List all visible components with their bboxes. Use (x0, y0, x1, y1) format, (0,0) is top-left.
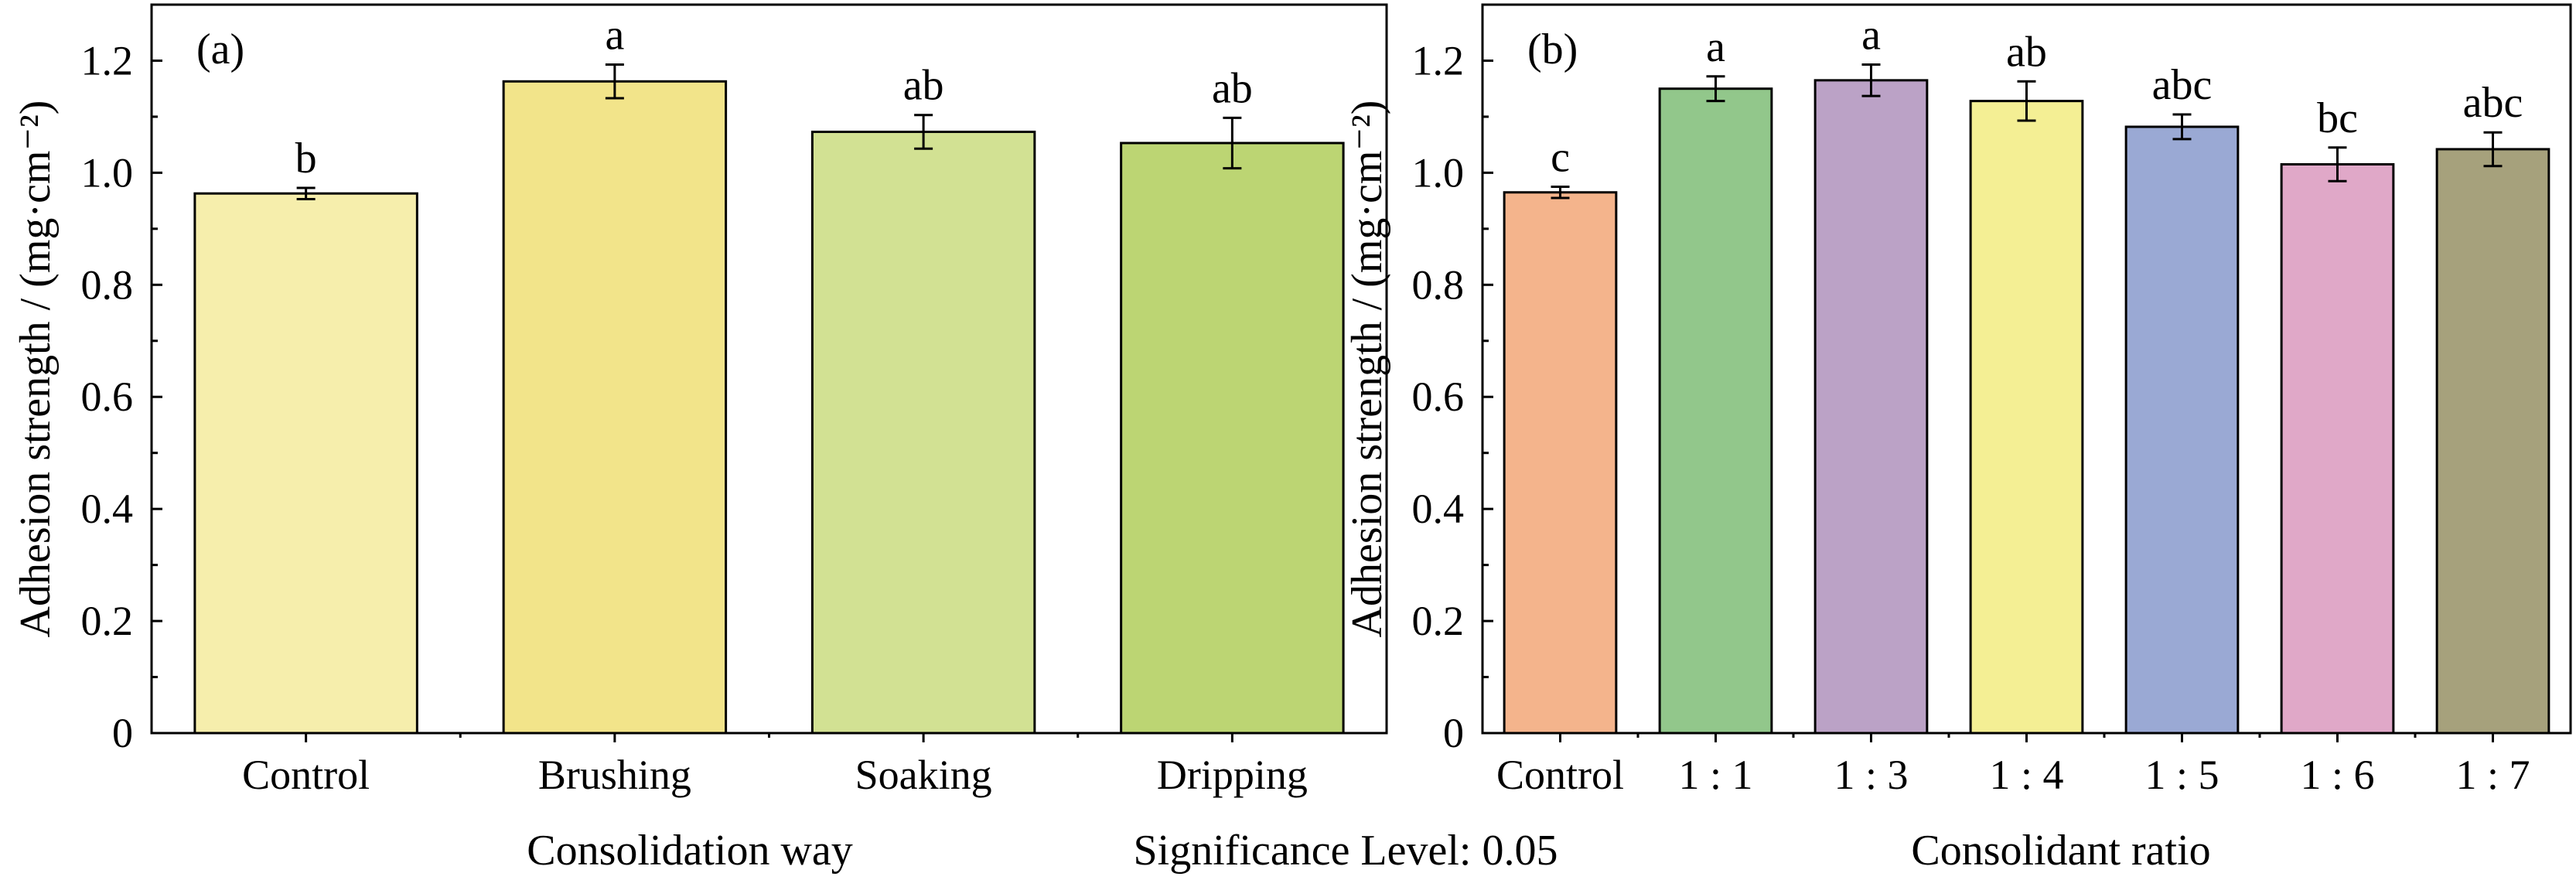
y-tick-label: 0.4 (1412, 486, 1465, 532)
significance-letter: a (1861, 12, 1881, 60)
significance-letter: abc (2152, 61, 2213, 109)
x-tick-label: Soaking (855, 752, 992, 798)
y-tick-label: 1.2 (1412, 37, 1465, 84)
y-axis-label: Adhesion strength / (mg·cm⁻²) (12, 101, 60, 638)
significance-letter: bc (2317, 94, 2358, 142)
significance-letter: c (1551, 134, 1570, 182)
bar-4 (2124, 125, 2240, 735)
significance-letter: ab (903, 62, 944, 110)
x-tick-label: Control (1496, 752, 1624, 798)
significance-letter: a (1706, 23, 1725, 71)
bar-0 (193, 192, 418, 735)
y-tick-label: 1.2 (81, 37, 134, 84)
significance-letter: ab (2006, 28, 2047, 76)
significance-letter: a (605, 12, 624, 60)
bar-5 (2280, 163, 2395, 735)
y-tick-label: 0.8 (1412, 261, 1465, 308)
x-tick-label: 1 : 1 (1678, 752, 1752, 798)
significance-level-note: Significance Level: 0.05 (1134, 827, 1558, 875)
x-tick-label: Control (242, 752, 370, 798)
y-tick-label: 0.6 (81, 373, 134, 420)
bar-1 (1658, 87, 1773, 735)
y-tick-label: 0.4 (81, 486, 134, 532)
panel-b: 0 0.2 0.4 0.6 0.8 1.0 1.2 c Control a 1 : 1 a 1 : 3 a… (1343, 3, 2572, 875)
y-tick-label: 0.2 (1412, 598, 1465, 644)
y-tick-label: 1.0 (81, 149, 134, 196)
x-axis-label: Consolidation way (527, 827, 853, 875)
y-tick-label: 0 (1443, 710, 1464, 756)
y-axis-label: Adhesion strength / (mg·cm⁻²) (1343, 101, 1391, 638)
y-tick-label: 0.8 (81, 261, 134, 308)
significance-letter: b (295, 135, 317, 182)
x-tick-label: Brushing (538, 752, 691, 798)
bar-0 (1503, 191, 1618, 735)
panel-label: (b) (1527, 26, 1578, 73)
x-tick-label: 1 : 3 (1834, 752, 1908, 798)
y-tick-label: 0.6 (1412, 373, 1465, 420)
significance-letter: abc (2463, 79, 2523, 127)
x-axis-label: Consolidant ratio (1911, 827, 2210, 875)
bar-3 (1969, 100, 2084, 735)
bar-6 (2435, 148, 2550, 735)
x-tick-label: 1 : 6 (2300, 752, 2374, 798)
panel-a: 0 0.2 0.4 0.6 0.8 1.0 1.2 b Control a Brushing ab So… (12, 3, 1388, 875)
bar-3 (1120, 142, 1345, 735)
y-tick-label: 0 (112, 710, 133, 756)
panel-label: (a) (196, 26, 244, 73)
x-tick-label: Dripping (1157, 752, 1308, 798)
bar-2 (1813, 79, 1929, 735)
y-tick-label: 0.2 (81, 598, 134, 644)
x-tick-label: 1 : 4 (1989, 752, 2063, 798)
significance-letter: ab (1212, 64, 1253, 112)
bar-2 (810, 130, 1036, 735)
x-tick-label: 1 : 7 (2455, 752, 2530, 798)
x-tick-label: 1 : 5 (2144, 752, 2219, 798)
bar-1 (502, 80, 728, 735)
y-tick-label: 1.0 (1412, 149, 1465, 196)
